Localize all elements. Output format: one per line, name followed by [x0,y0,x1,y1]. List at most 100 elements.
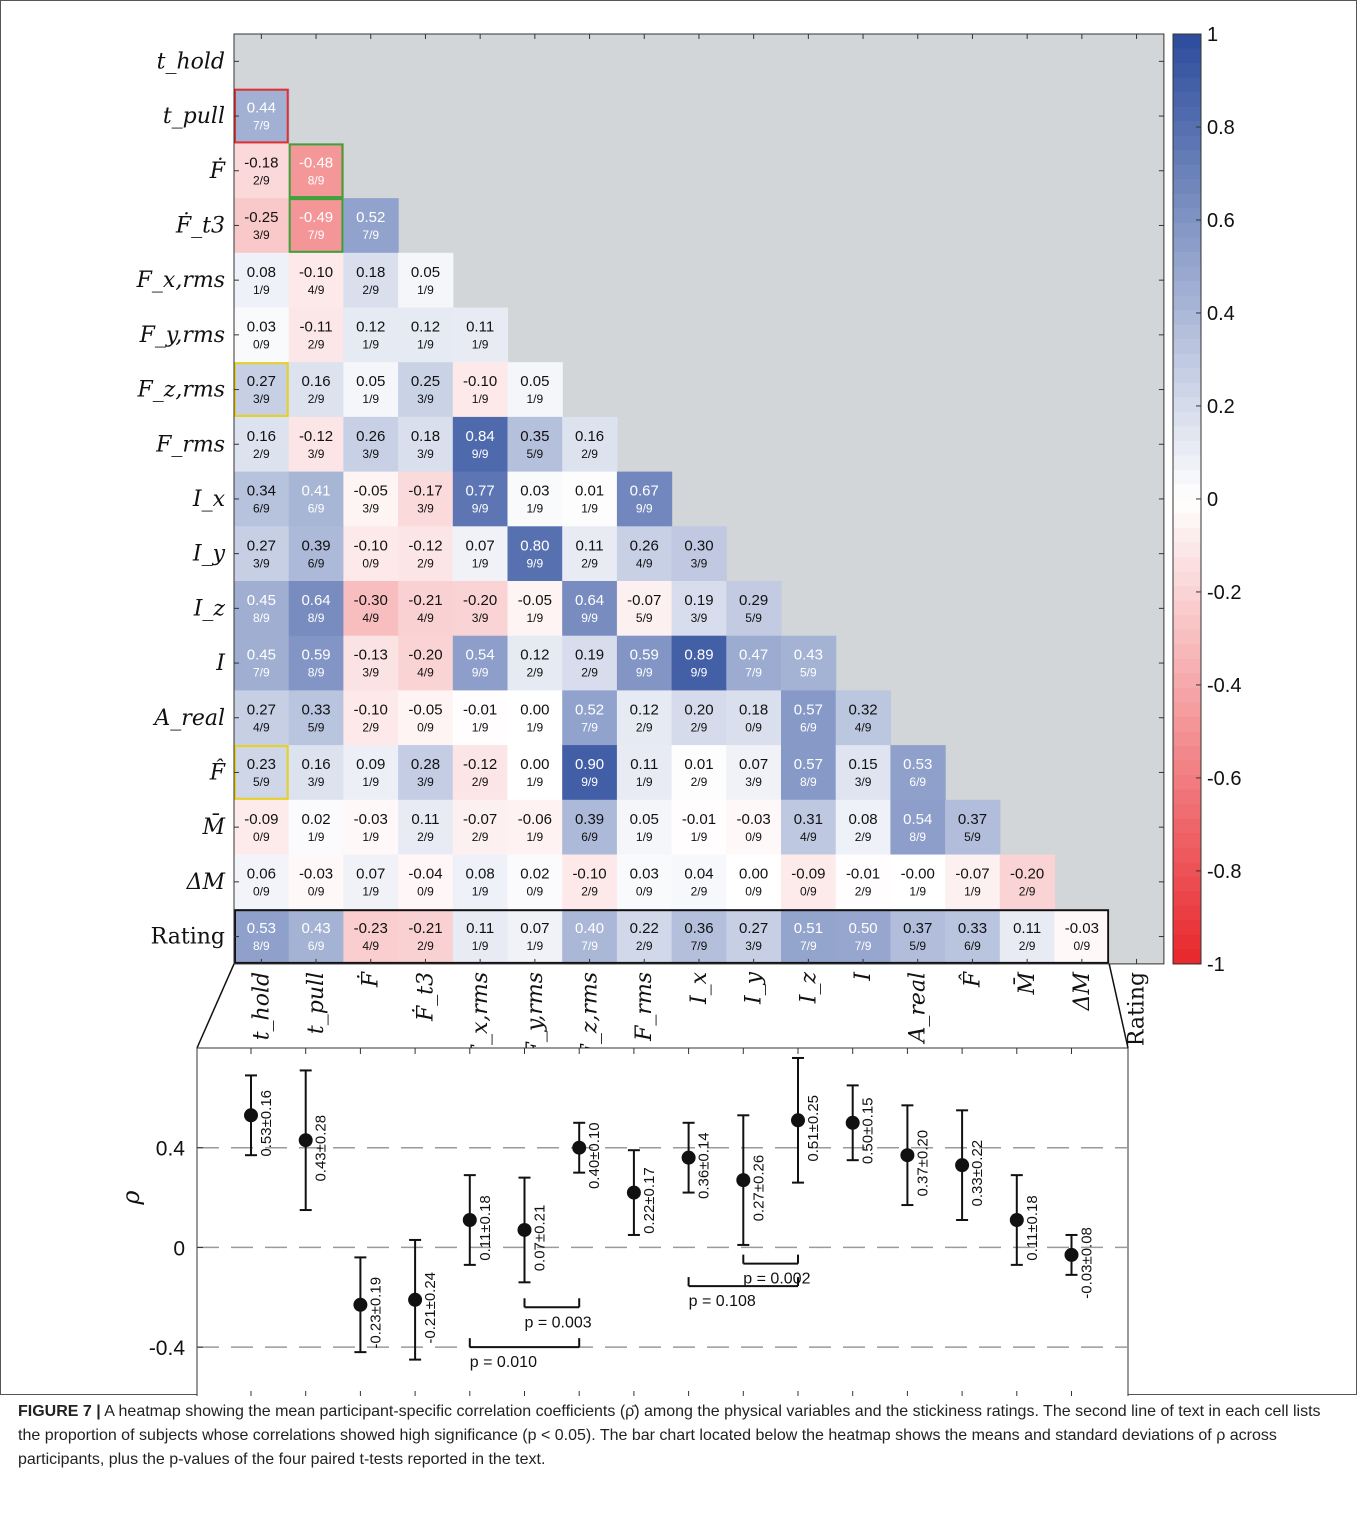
heatmap-cell-value: 0.25 [411,373,440,390]
heatmap-cell [507,581,563,637]
heatmap-cell-proportion: 1/9 [636,775,653,789]
heatmap-cell-value: 0.54 [466,647,495,664]
heatmap-cell-proportion: 1/9 [527,939,544,953]
heatmap-row-label: F̂ [209,759,226,785]
colorbar-segment [1173,905,1201,921]
heatmap-cell [562,526,618,582]
colorbar-tick-label: 0.2 [1207,396,1235,418]
heatmap-cell [398,362,454,418]
heatmap-cell [452,745,509,801]
heatmap-cell-proportion: 0/9 [362,556,379,570]
heatmap-cell-value: 0.27 [247,701,276,718]
heatmap-cell-proportion: 1/9 [472,939,489,953]
heatmap-row-label: F_z,rms [136,378,225,403]
heatmap-cell-value: -0.03 [737,811,771,828]
heatmap-row-label: I_z [193,596,226,621]
heatmap-cell-value: 0.30 [684,537,713,554]
heatmap-cell [398,909,454,965]
heatmap-cell-value: 0.53 [247,920,276,937]
heatmap-cell-value: -0.12 [463,756,497,773]
colorbar-segment [1173,600,1201,616]
heatmap-cell [234,526,290,582]
heatmap-cell-value: 0.12 [520,647,549,664]
heatmap-col-label: F_y,rms [523,972,548,1058]
colorbar-segment [1173,426,1201,442]
heatmap-cell-proportion: 1/9 [308,830,325,844]
colorbar-segment [1173,310,1201,326]
heatmap-cell-proportion: 0/9 [417,885,434,899]
mean-point [845,1115,860,1130]
heatmap-cell [616,909,673,965]
heatmap-cell-proportion: 5/9 [527,447,544,461]
heatmap-cell-value: -0.07 [627,592,661,609]
colorbar-segment [1173,440,1201,456]
colorbar-tick-label: 0 [1207,489,1218,511]
heatmap-cell [452,854,509,910]
heatmap-cell-value: 0.67 [630,483,659,500]
heatmap-cell-value: -0.49 [299,209,333,226]
colorbar-segment [1173,397,1201,413]
heatmap-cell-value: -0.21 [408,920,442,937]
heatmap-cell-value: 0.18 [411,428,440,445]
heatmap-col-label: A_real [906,972,931,1045]
heatmap-cell [234,909,290,965]
mean-sd-label: 0.51±0.25 [805,1095,822,1162]
mean-point [408,1292,423,1307]
heatmap-cell [671,799,727,856]
heatmap-cell-proportion: 2/9 [581,885,598,899]
heatmap-cell-proportion: 1/9 [362,775,379,789]
heatmap-cell [562,635,618,691]
heatmap-cell-value: 0.80 [520,537,549,554]
figure-svg: 0.44 7/9 -0.18 2/9 -0.48 8/9 -0.25 3/9 -0.49 7/9 0… [117,24,1241,1396]
colorbar-segment [1173,731,1201,747]
colorbar-segment [1173,222,1201,239]
mean-sd-label: 0.11±0.18 [477,1195,494,1261]
heatmap-cell [452,909,509,965]
mean-point [736,1173,751,1188]
heatmap-cell-value: -0.10 [463,373,497,390]
heatmap-col-label: F_z,rms [578,972,603,1061]
heatmap-cell-value: 0.53 [903,756,932,773]
heatmap-cell-proportion: 8/9 [253,611,270,625]
heatmap-cell-value: 0.28 [411,756,440,773]
heatmap-cell-value: 0.18 [739,701,768,718]
colorbar-tick-label: -0.4 [1207,675,1241,697]
heatmap-cell-proportion: 3/9 [362,447,379,461]
heatmap-cell-proportion: 3/9 [691,611,708,625]
heatmap-cell [234,88,290,144]
heatmap-cell-value: 0.32 [848,701,877,718]
heatmap-cell-proportion: 3/9 [691,556,708,570]
heatmap-cell [616,854,673,910]
heatmap-cell-value: 0.33 [301,701,330,718]
heatmap-row-label: Ḟ [209,157,226,184]
mean-sd-label: 0.53±0.16 [258,1090,275,1157]
heatmap-cell-proportion: 4/9 [253,720,270,734]
heatmap-cell-proportion: 1/9 [472,338,489,352]
heatmap-cell-value: 0.02 [301,811,330,828]
heatmap-cell-proportion: 0/9 [253,830,270,844]
heatmap-cell-proportion: 3/9 [417,392,434,406]
heatmap-cell-proportion: 2/9 [1019,885,1036,899]
heatmap-cell-value: 0.00 [739,866,768,883]
heatmap-cell-value: -0.18 [244,154,278,171]
heatmap-cell-proportion: 9/9 [472,502,489,516]
colorbar-segment [1173,876,1201,892]
heatmap-cell-proportion: 4/9 [362,939,379,953]
heatmap-cell [398,690,454,746]
heatmap-row-label: F_rms [155,432,225,457]
heatmap-cell-value: 0.12 [411,319,440,336]
heatmap-cell-proportion: 1/9 [472,392,489,406]
heatmap-cell-value: 0.16 [247,428,276,445]
heatmap-col-label: Rating [1125,972,1150,1046]
heatmap-cell [288,198,344,254]
heatmap-cell-value: -0.01 [846,866,880,883]
heatmap-cell-value: 0.52 [575,701,604,718]
heatmap-cell [343,307,399,363]
mean-point [955,1158,970,1173]
colorbar-segment [1173,121,1201,137]
heatmap-cell-value: -0.30 [354,592,388,609]
heatmap-cell-value: -0.21 [408,592,442,609]
heatmap-cell [945,909,1001,965]
heatmap-cell [288,471,344,527]
heatmap-cell [288,362,344,418]
